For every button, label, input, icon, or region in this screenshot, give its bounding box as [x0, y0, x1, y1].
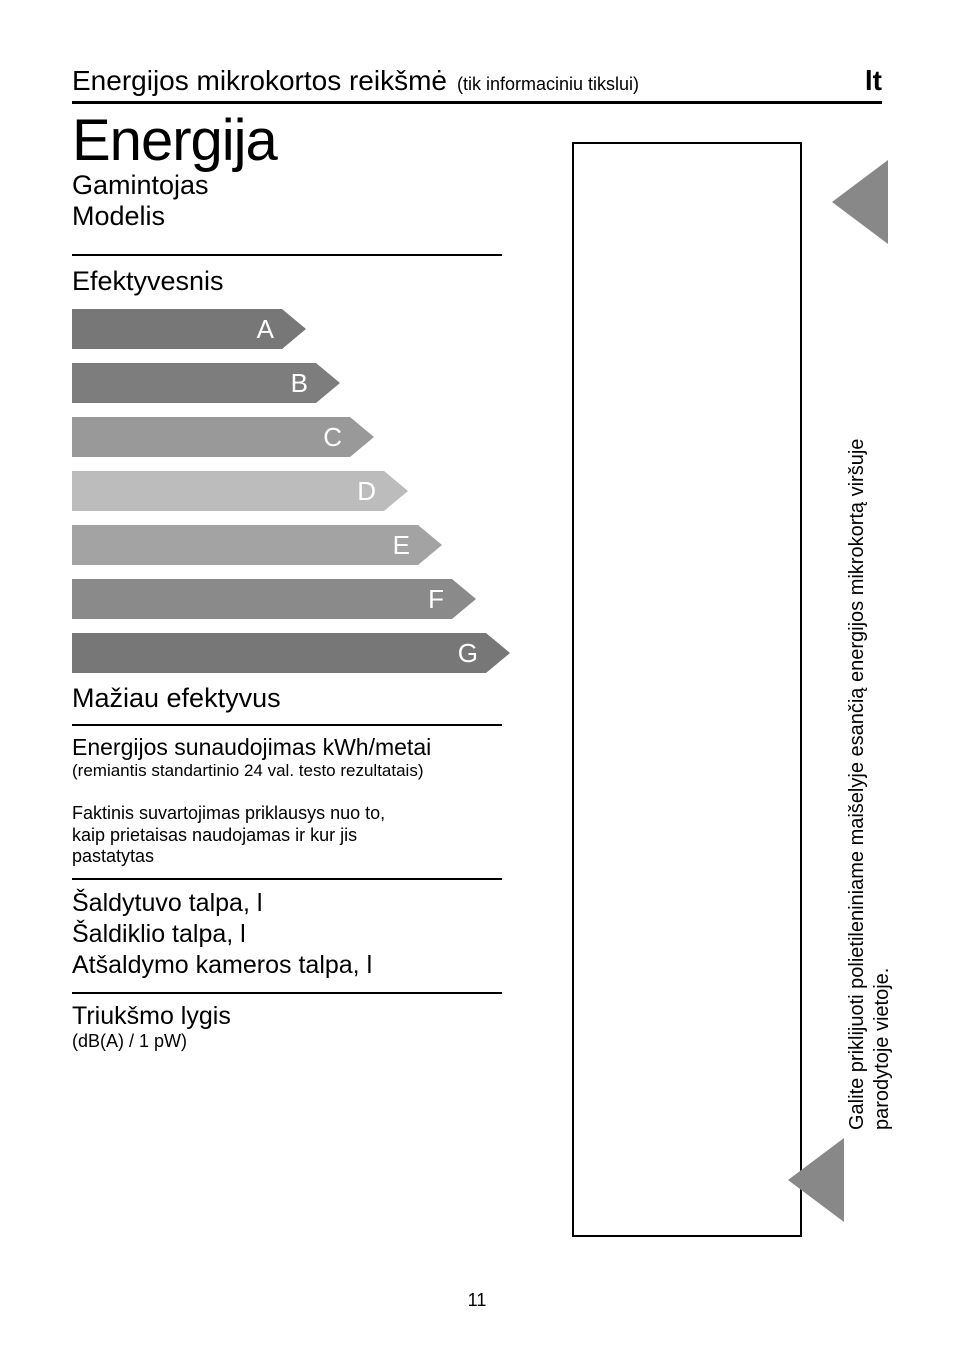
divider — [72, 992, 502, 994]
efficiency-arrow-a: A — [72, 309, 502, 349]
divider — [72, 254, 502, 256]
less-efficient-label: Mažiau efektyvus — [72, 683, 502, 714]
more-efficient-label: Efektyvesnis — [72, 266, 502, 297]
arrow-letter: C — [323, 422, 342, 453]
arrow-letter: E — [393, 530, 410, 561]
energy-title: Energija — [72, 112, 502, 170]
actual-line: Faktinis suvartojimas priklausys nuo to, — [72, 803, 502, 825]
arrow-letter: G — [458, 638, 478, 669]
divider — [72, 878, 502, 880]
side-note-line1: Galite priklijuoti polietileniniame maiš… — [845, 439, 870, 1130]
model-label: Modelis — [72, 201, 502, 232]
page-number: 11 — [0, 1290, 954, 1311]
capacity-block: Šaldytuvo talpa, l Šaldiklio talpa, l At… — [72, 888, 502, 982]
efficiency-arrow-c: C — [72, 417, 502, 457]
efficiency-arrow-g: G — [72, 633, 502, 673]
efficiency-arrow-b: B — [72, 363, 502, 403]
arrow-letter: F — [428, 584, 444, 615]
consumption-subtitle: (remiantis standartinio 24 val. testo re… — [72, 761, 502, 781]
actual-line: pastatytas — [72, 846, 502, 868]
header-title: Energijos mikrokortos reikšmė — [72, 65, 447, 97]
noise-label: Triukšmo lygis — [72, 1002, 502, 1031]
page-header: Energijos mikrokortos reikšmė (tik infor… — [72, 65, 882, 104]
efficiency-arrow-d: D — [72, 471, 502, 511]
actual-line: kaip prietaisas naudojamas ir kur jis — [72, 825, 502, 847]
header-subtitle: (tik informaciniu tikslui) — [457, 74, 639, 95]
arrow-letter: A — [257, 314, 274, 345]
triangle-up-icon — [832, 160, 888, 244]
freezer-capacity: Šaldiklio talpa, l — [72, 919, 502, 950]
manufacturer-label: Gamintojas — [72, 170, 502, 201]
efficiency-arrow-e: E — [72, 525, 502, 565]
language-code: lt — [865, 65, 882, 97]
triangle-down-icon — [788, 1138, 844, 1222]
divider — [72, 724, 502, 726]
fridge-capacity: Šaldytuvo talpa, l — [72, 888, 502, 919]
efficiency-arrows: ABCDEFG — [72, 309, 502, 673]
efficiency-arrow-f: F — [72, 579, 502, 619]
chill-capacity: Atšaldymo kameros talpa, l — [72, 950, 502, 981]
arrow-letter: B — [291, 368, 308, 399]
consumption-title: Energijos sunaudojimas kWh/metai — [72, 734, 502, 761]
noise-sublabel: (dB(A) / 1 pW) — [72, 1031, 502, 1052]
microcard-placeholder-box — [572, 142, 802, 1237]
arrow-letter: D — [357, 476, 376, 507]
actual-consumption-note: Faktinis suvartojimas priklausys nuo to,… — [72, 803, 502, 868]
side-note-line2: parodytoje vietoje. — [870, 968, 895, 1130]
